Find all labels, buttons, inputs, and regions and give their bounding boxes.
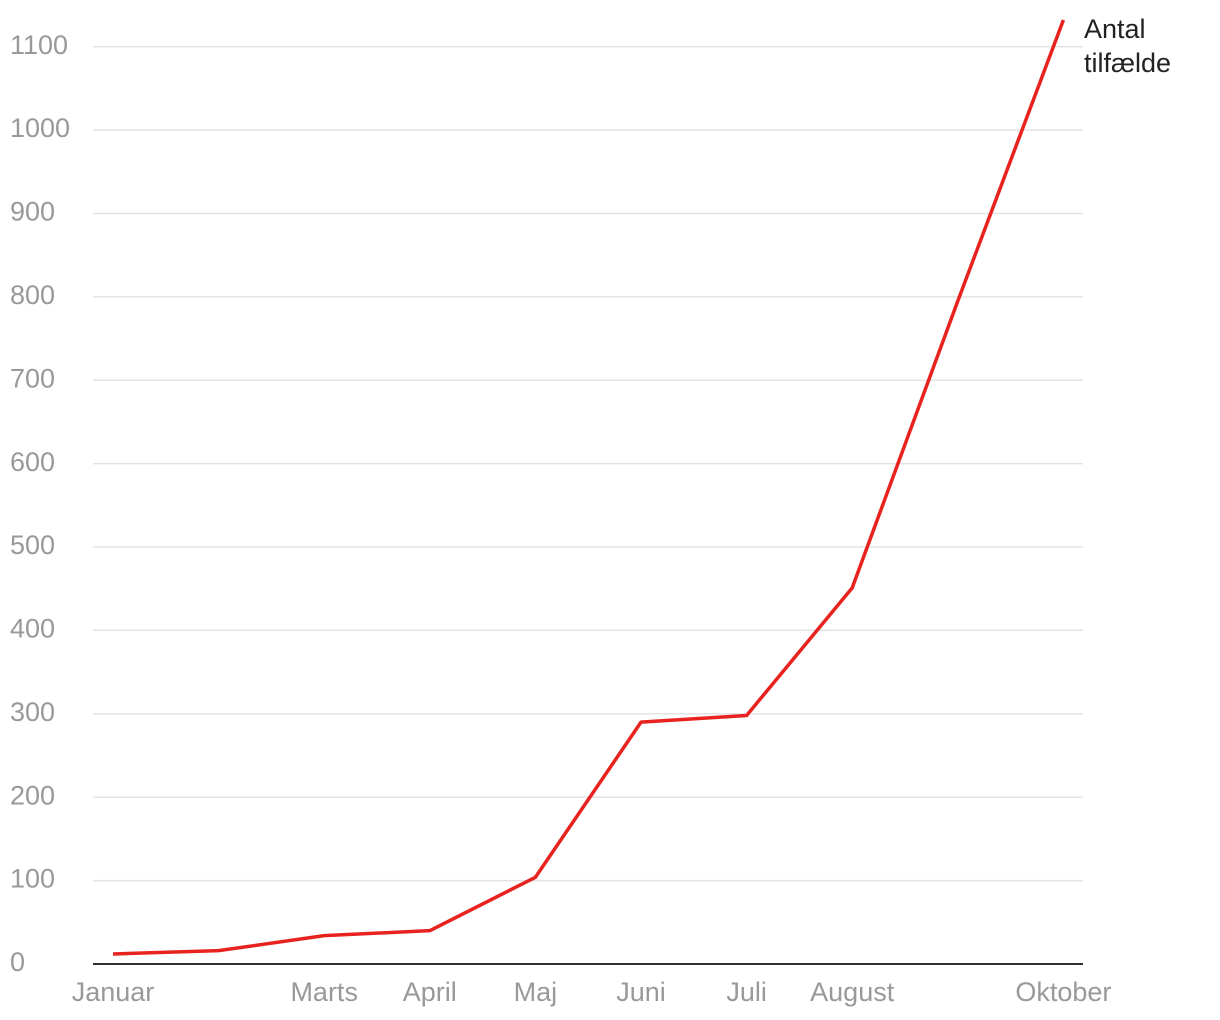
y-tick-label: 800 [10, 280, 55, 310]
y-tick-label: 600 [10, 447, 55, 477]
y-tick-label: 100 [10, 864, 55, 894]
x-tick-label: Juni [616, 977, 666, 1007]
y-tick-label: 0 [10, 947, 25, 977]
y-tick-label: 300 [10, 697, 55, 727]
x-tick-label: August [810, 977, 895, 1007]
y-tick-label: 700 [10, 363, 55, 393]
data-line [112, 19, 1066, 956]
y-tick-label: 1000 [10, 113, 70, 143]
x-tick-label: Januar [72, 977, 155, 1007]
y-tick-label: 1100 [10, 30, 68, 60]
y-tick-label: 500 [10, 530, 55, 560]
y-tick-label: 200 [10, 780, 55, 810]
x-tick-label: Marts [290, 977, 358, 1007]
y-tick-label: 900 [10, 197, 55, 227]
x-tick-label: Oktober [1015, 977, 1111, 1007]
x-tick-label: Maj [514, 977, 558, 1007]
y-tick-label: 400 [10, 614, 55, 644]
x-tick-label: Juli [726, 977, 767, 1007]
series-label: Antal tilfælde [1084, 14, 1172, 78]
x-tick-label: April [403, 977, 457, 1007]
